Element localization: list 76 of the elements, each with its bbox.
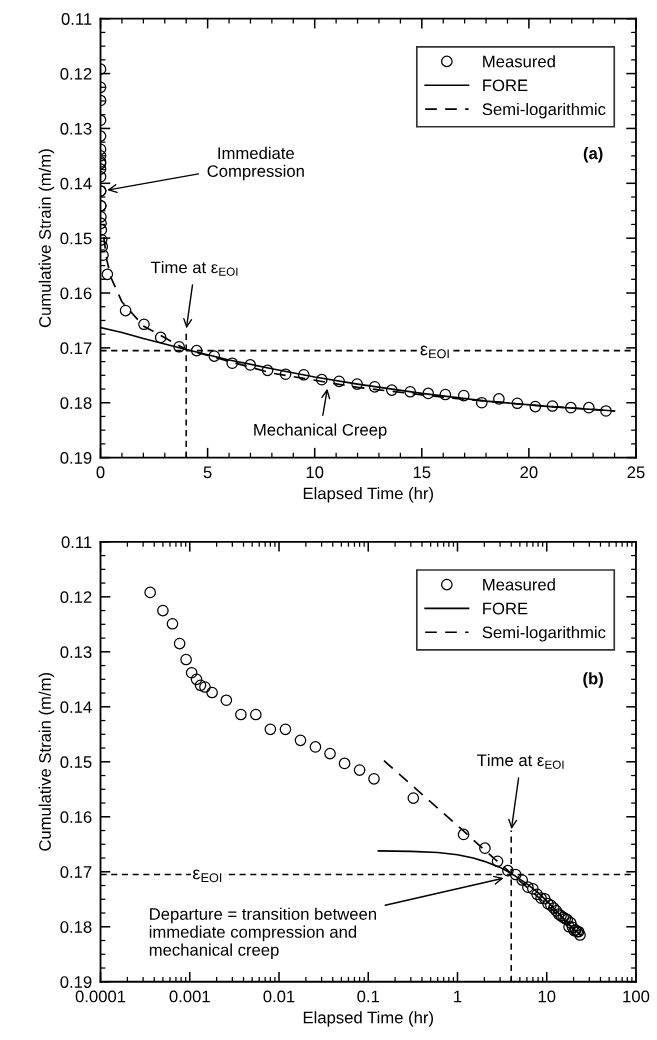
y-tick-label: 0.14 — [60, 177, 92, 190]
x-tick-label: 1 — [454, 990, 462, 1003]
legend-label: FORE — [483, 602, 528, 615]
x-tick-label: 15 — [413, 466, 431, 479]
point — [546, 400, 559, 412]
x-tick-label: 0.0001 — [75, 990, 126, 1003]
y-tick-label: 0.11 — [61, 536, 92, 549]
y-tick-label: 0.13 — [60, 646, 92, 659]
point — [385, 384, 398, 396]
y-tick-label: 0.11 — [61, 13, 92, 25]
point — [173, 340, 185, 353]
point — [404, 385, 417, 398]
legend-label: Measured — [483, 578, 555, 591]
x-tick-label: 10 — [538, 990, 556, 1003]
x-tick-label: 0.001 — [169, 990, 210, 1003]
point — [261, 364, 274, 377]
point — [138, 318, 150, 331]
point — [190, 344, 203, 357]
legend-label: Semi-logarithmic — [482, 102, 606, 119]
legend-label: FORE — [483, 79, 528, 92]
point — [511, 397, 524, 410]
point — [422, 387, 435, 400]
x-axis-title: Elapsed Time (hr) — [303, 1011, 433, 1027]
annotation: Time at ε$_{EOI}$ — [150, 261, 238, 276]
annotation: Departure = transition between immediate compression and mechanical creep — [149, 907, 377, 960]
point — [439, 388, 452, 401]
y-tick-label: 0.19 — [60, 976, 92, 988]
point — [315, 373, 328, 386]
point — [493, 393, 505, 405]
legend-label: Semi-logarithmic — [482, 626, 606, 642]
y-tick-label: 0.12 — [60, 591, 92, 604]
annotation: Mechanical Creep — [254, 423, 387, 440]
y-tick-label: 0.14 — [60, 701, 92, 714]
point — [208, 350, 221, 362]
y-tick-label: 0.17 — [60, 342, 92, 355]
point — [279, 368, 292, 381]
point — [475, 396, 488, 409]
ref-line-label: ε$_{EOI}$ — [192, 869, 222, 883]
ref-line-label: ε$_{EOI}$ — [420, 345, 449, 359]
y-tick-label: 0.18 — [60, 921, 92, 933]
annotation: (a) — [583, 147, 603, 163]
y-tick-label: 0.16 — [60, 287, 92, 300]
y-tick-label: 0.18 — [60, 397, 92, 409]
annotation: (b) — [583, 672, 603, 688]
y-axis-title: Cumulative Strain (m/m) — [38, 673, 55, 851]
y-tick-label: 0.19 — [60, 452, 92, 464]
y-tick-label: 0.17 — [60, 866, 92, 878]
y-tick-label: 0.12 — [60, 67, 92, 80]
annotation: Time at ε$_{EOI}$ — [477, 753, 564, 769]
point — [565, 401, 577, 414]
x-tick-label: 0.1 — [357, 990, 380, 1003]
point — [368, 380, 381, 393]
point — [600, 405, 612, 417]
point — [351, 378, 363, 390]
point — [226, 357, 239, 370]
x-tick-label: 100 — [623, 990, 650, 1003]
y-axis-title: Cumulative Strain (m/m) — [38, 149, 55, 328]
point — [583, 401, 595, 414]
x-axis-title: Elapsed Time (hr) — [303, 487, 433, 503]
x-tick-label: 10 — [306, 466, 324, 479]
legend-label: Measured — [483, 55, 555, 68]
x-tick-label: 20 — [520, 466, 538, 479]
y-tick-label: 0.16 — [60, 811, 92, 823]
x-tick-label: 0 — [96, 466, 105, 479]
point — [529, 400, 542, 413]
point — [244, 359, 257, 371]
point — [297, 368, 310, 381]
x-tick-label: 5 — [203, 466, 212, 479]
x-tick-label: 0.01 — [263, 990, 295, 1003]
point — [333, 375, 345, 388]
x-tick-label: 25 — [627, 466, 645, 479]
annotation: Immediate Compression — [207, 146, 304, 181]
point — [457, 389, 470, 402]
y-tick-label: 0.15 — [60, 756, 92, 768]
y-tick-label: 0.15 — [60, 232, 92, 245]
y-tick-label: 0.13 — [60, 122, 92, 135]
